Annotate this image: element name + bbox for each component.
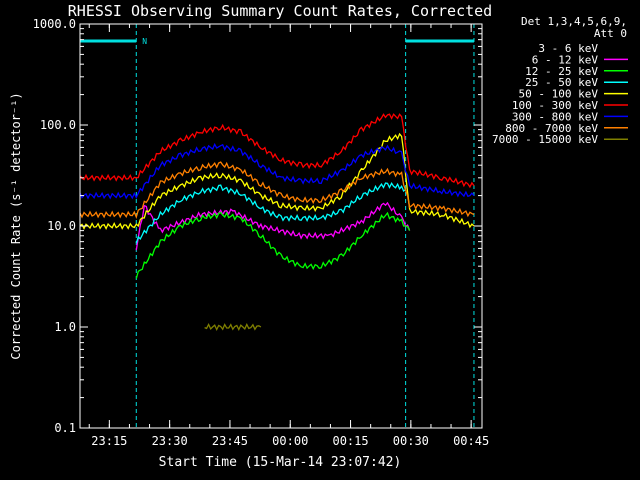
y-tick-label: 1.0 <box>54 320 76 334</box>
legend-header: Att 0 <box>594 27 627 40</box>
y-axis-label: Corrected Count Rate (s⁻¹ detector⁻¹) <box>9 92 23 359</box>
series-line <box>135 182 406 244</box>
x-tick-label: 00:00 <box>272 434 308 448</box>
legend-entry-label: 25 - 50 keV <box>525 76 598 89</box>
legend-entry-label: 3 - 6 keV <box>538 42 598 55</box>
series-line <box>135 211 411 279</box>
legend-header: Det 1,3,4,5,6,9, <box>521 15 627 28</box>
series-line <box>79 142 475 200</box>
y-tick-label: 100.0 <box>40 118 76 132</box>
series-line <box>135 201 411 251</box>
axes: 1000.0 100.0 10.0 1.0 0.1 23:15 23:30 23:45 00:0… <box>33 17 490 448</box>
y-tick-label: 10.0 <box>47 219 76 233</box>
legend-entry-label: 300 - 800 keV <box>512 110 598 123</box>
x-tick-label: 23:15 <box>91 434 127 448</box>
x-axis-label: Start Time (15-Mar-14 23:07:42) <box>159 455 402 470</box>
legend-entry-label: 50 - 100 keV <box>519 88 599 101</box>
x-tick-label: 00:15 <box>332 434 368 448</box>
x-tick-label: 00:45 <box>453 434 489 448</box>
legend-entry-label: 12 - 25 keV <box>525 65 598 78</box>
x-tick-label: 23:45 <box>212 434 248 448</box>
x-tick-label: 23:30 <box>152 434 188 448</box>
legend-entry-label: 800 - 7000 keV <box>505 122 598 135</box>
legend-entry-label: 7000 - 15000 keV <box>492 133 598 146</box>
series-line <box>79 161 475 219</box>
x-tick-label: 00:30 <box>393 434 429 448</box>
y-tick-label: 0.1 <box>54 421 76 435</box>
y-tick-label: 1000.0 <box>33 17 76 31</box>
chart-title: RHESSI Observing Summary Count Rates, Co… <box>68 2 492 20</box>
night-marker-label: N <box>142 37 147 46</box>
legend-entry-label: 100 - 300 keV <box>512 99 598 112</box>
series-line <box>204 323 262 331</box>
series-line <box>79 113 475 189</box>
legend-entry-label: 6 - 12 keV <box>532 53 599 66</box>
data-series <box>79 113 475 331</box>
